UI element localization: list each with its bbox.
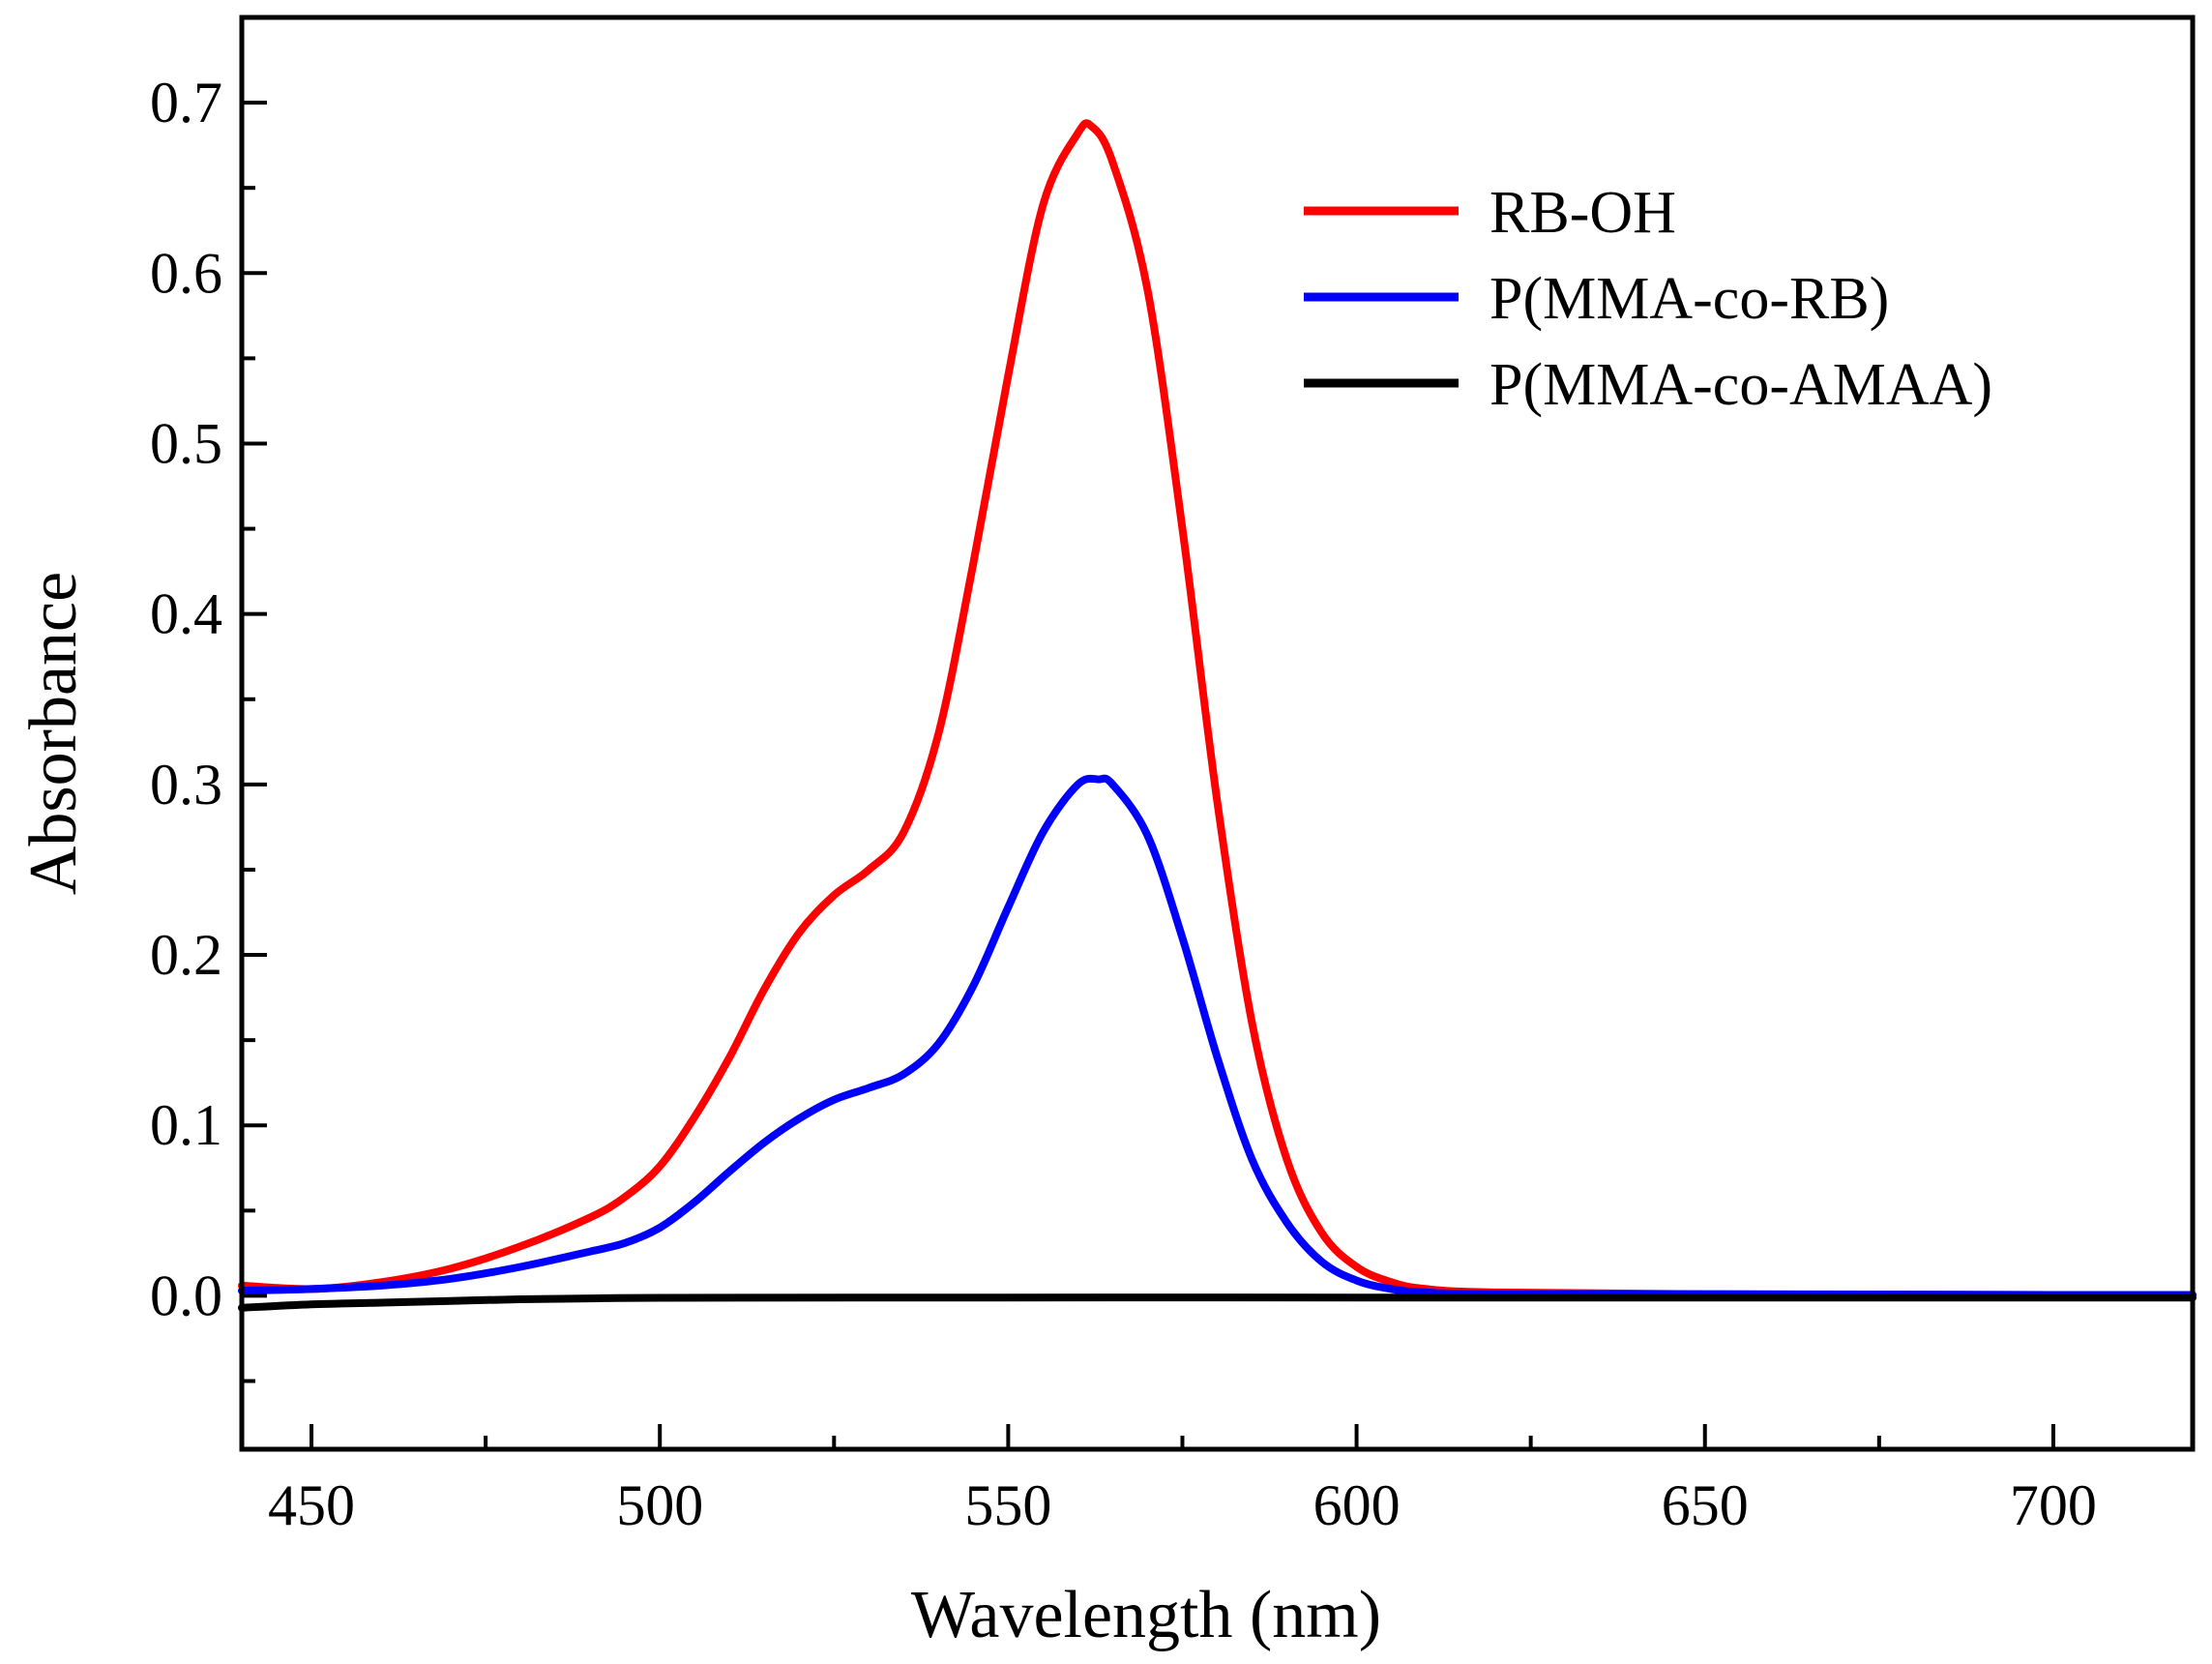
series-line-p-mma-co-rb	[238, 774, 2197, 1299]
series-line-rb-oh	[238, 119, 2197, 1299]
y-axis-title: Absorbance	[16, 572, 91, 895]
y-tick-label: 0.5	[150, 411, 222, 475]
y-tick-label: 0.3	[150, 753, 222, 817]
x-tick-label: 450	[268, 1473, 355, 1537]
x-tick-label: 500	[616, 1473, 703, 1537]
x-tick-label: 550	[964, 1473, 1051, 1537]
tick-labels-layer: 450 500 550 600 650 700 0.0 0.1 0.2 0.3 0.4 0.5 0.6 0…	[150, 71, 2097, 1537]
y-tick-label: 0.2	[150, 923, 222, 987]
x-tick-label: 700	[2010, 1473, 2097, 1537]
legend-label-p-mma-co-rb: P(MMA-co-RB)	[1489, 266, 1889, 332]
legend-label-p-mma-co-amaa: P(MMA-co-AMAA)	[1489, 352, 1992, 418]
y-tick-label: 0.7	[150, 71, 222, 134]
legend-label-rb-oh: RB-OH	[1489, 180, 1676, 246]
series-line-p-mma-co-amaa	[238, 1293, 2197, 1312]
legend: RB-OH P(MMA-co-RB) P(MMA-co-AMAA)	[1304, 180, 1992, 418]
y-tick-label: 0.6	[150, 241, 222, 305]
axis-ticks-layer	[242, 101, 2055, 1449]
x-tick-label: 600	[1313, 1473, 1401, 1537]
series-layer	[238, 119, 2197, 1312]
plot-frame	[239, 15, 2196, 1452]
y-tick-label: 0.1	[150, 1093, 222, 1157]
x-tick-label: 650	[1662, 1473, 1749, 1537]
y-tick-label: 0.4	[150, 582, 222, 646]
y-tick-label: 0.0	[150, 1263, 222, 1327]
x-axis-title: Wavelength (nm)	[911, 1578, 1381, 1652]
